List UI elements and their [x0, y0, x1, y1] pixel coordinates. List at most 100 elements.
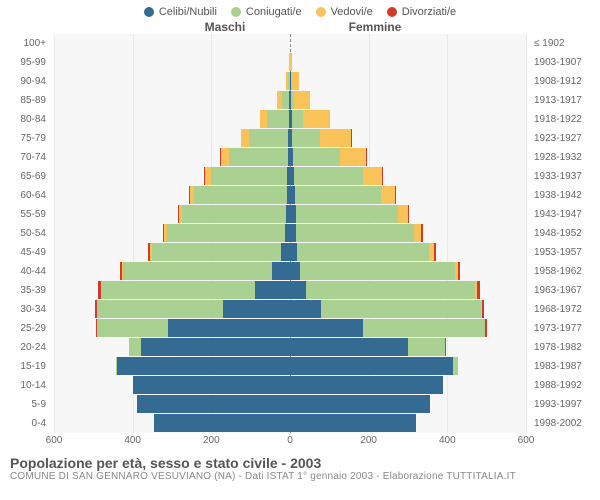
pyramid-row — [54, 186, 526, 204]
bar-male — [54, 148, 290, 166]
segment-v — [294, 91, 310, 109]
legend-label: Celibi/Nubili — [159, 6, 217, 18]
bar-male — [54, 319, 290, 337]
pyramid-row — [54, 205, 526, 223]
segment-s — [117, 357, 290, 375]
bar-male — [54, 53, 290, 71]
segment-v — [363, 167, 383, 185]
birth-year-label: 1918-1922 — [530, 110, 600, 128]
legend-dot-icon — [144, 7, 154, 17]
x-tick: 400 — [124, 435, 141, 446]
segment-v — [292, 72, 299, 90]
age-label: 90-94 — [0, 72, 50, 90]
age-label: 75-79 — [0, 129, 50, 147]
bar-male — [54, 376, 290, 394]
age-label: 85-89 — [0, 91, 50, 109]
birth-year-label: ≤ 1902 — [530, 34, 600, 52]
gender-labels: Maschi Femmine — [0, 20, 600, 34]
segment-s — [290, 281, 306, 299]
segment-v — [414, 224, 421, 242]
segment-c — [296, 205, 398, 223]
bar-male — [54, 91, 290, 109]
bar-female — [290, 110, 526, 128]
bar-male — [54, 338, 290, 356]
segment-s — [290, 300, 321, 318]
birth-year-label: 1913-1917 — [530, 91, 600, 109]
age-label: 60-64 — [0, 186, 50, 204]
bar-male — [54, 34, 290, 52]
bar-female — [290, 243, 526, 261]
segment-c — [297, 243, 429, 261]
segment-d — [482, 300, 484, 318]
birth-year-label: 1958-1962 — [530, 262, 600, 280]
pyramid-row — [54, 148, 526, 166]
segment-c — [249, 129, 288, 147]
age-label: 15-19 — [0, 357, 50, 375]
birth-year-label: 1978-1982 — [530, 338, 600, 356]
bar-female — [290, 129, 526, 147]
pyramid-row — [54, 224, 526, 242]
pyramid-row — [54, 262, 526, 280]
bar-female — [290, 72, 526, 90]
birth-year-label: 1988-1992 — [530, 376, 600, 394]
age-label: 0-4 — [0, 414, 50, 432]
segment-c — [129, 338, 141, 356]
bar-female — [290, 376, 526, 394]
birth-year-label: 1908-1912 — [530, 72, 600, 90]
pyramid-row — [54, 110, 526, 128]
legend-item: Coniugati/e — [231, 6, 302, 18]
pyramid-row — [54, 300, 526, 318]
birth-year-label: 1998-2002 — [530, 414, 600, 432]
segment-v — [290, 53, 292, 71]
bar-male — [54, 72, 290, 90]
segment-s — [290, 243, 297, 261]
birth-year-label: 1968-1972 — [530, 300, 600, 318]
pyramid-row — [54, 34, 526, 52]
segment-c — [97, 319, 168, 337]
bar-male — [54, 224, 290, 242]
segment-c — [293, 148, 340, 166]
bar-male — [54, 357, 290, 375]
legend-label: Divorziati/e — [402, 6, 456, 18]
legend-label: Vedovi/e — [331, 6, 373, 18]
bar-male — [54, 281, 290, 299]
legend-dot-icon — [387, 7, 397, 17]
chart-footer: Popolazione per età, sesso e stato civil… — [0, 451, 600, 482]
pyramid-row — [54, 357, 526, 375]
bar-female — [290, 414, 526, 432]
bar-female — [290, 319, 526, 337]
bar-female — [290, 53, 526, 71]
birth-year-label: 1938-1942 — [530, 186, 600, 204]
legend-label: Coniugati/e — [246, 6, 302, 18]
plot-area — [54, 34, 526, 433]
segment-c — [101, 281, 254, 299]
segment-c — [321, 300, 480, 318]
segment-c — [292, 129, 320, 147]
bar-male — [54, 205, 290, 223]
segment-d — [382, 167, 383, 185]
age-label: 40-44 — [0, 262, 50, 280]
segment-v — [398, 205, 408, 223]
bar-male — [54, 300, 290, 318]
x-tick: 200 — [203, 435, 220, 446]
bar-female — [290, 205, 526, 223]
age-label: 10-14 — [0, 376, 50, 394]
bar-male — [54, 129, 290, 147]
segment-c — [194, 186, 286, 204]
segment-c — [453, 357, 458, 375]
bar-female — [290, 167, 526, 185]
age-label: 100+ — [0, 34, 50, 52]
segment-c — [306, 281, 475, 299]
segment-c — [97, 300, 223, 318]
pyramid-row — [54, 395, 526, 413]
bar-female — [290, 300, 526, 318]
x-tick: 0 — [287, 435, 293, 446]
segment-d — [477, 281, 480, 299]
segment-s — [290, 338, 408, 356]
age-label: 55-59 — [0, 205, 50, 223]
female-label: Femmine — [300, 20, 450, 34]
segment-c — [363, 319, 485, 337]
segment-v — [260, 110, 267, 128]
segment-c — [182, 205, 286, 223]
segment-c — [229, 148, 288, 166]
